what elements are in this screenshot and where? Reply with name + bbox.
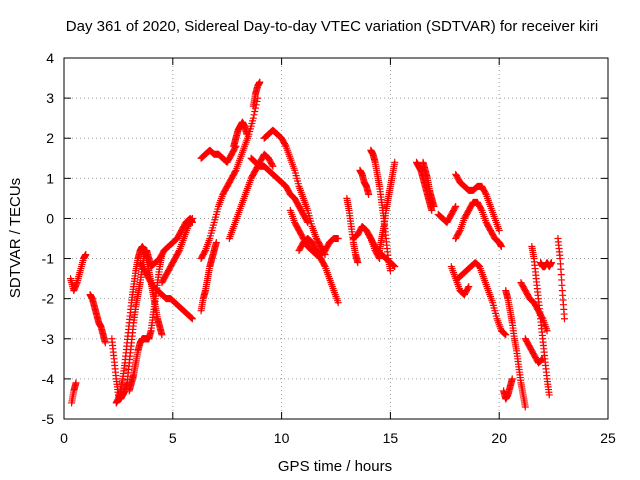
x-tick-label: 5 [169,430,177,446]
data-point [452,202,460,210]
data-point [354,259,362,267]
data-point [256,78,264,86]
data-point [390,262,398,270]
data-point [249,114,257,122]
data-point [386,267,394,275]
x-tick-label: 20 [491,430,507,446]
data-point [428,206,436,214]
x-tick-label: 0 [60,430,68,446]
y-tick-label: 4 [46,50,54,66]
y-axis-label: SDTVAR / TECUs [7,178,24,298]
data-point [521,403,529,411]
data-point [545,391,553,399]
data-point [477,205,485,213]
y-tick-label: -5 [42,411,55,427]
data-point [539,355,547,363]
data-point [389,261,397,269]
data-point [547,259,555,267]
y-tick-label: -2 [42,291,55,307]
data-point [231,168,239,176]
data-point [365,190,373,198]
plot-frame [63,57,609,420]
y-tick-label: -3 [42,331,55,347]
data-point [269,162,277,170]
data-point [187,313,195,321]
y-tick-label: 0 [46,210,54,226]
data-point [537,356,545,364]
data-point [201,248,209,256]
data-point [281,141,289,149]
data-point [72,379,80,387]
data-point [158,331,166,339]
data-point [334,235,342,242]
y-tick-label: -4 [42,371,55,387]
data-point [391,158,399,166]
data-point [175,248,183,256]
data-point [320,261,328,269]
data-point [502,331,510,339]
data-point [465,283,473,291]
data-points [67,78,568,411]
data-point [455,228,463,236]
data-point [481,189,489,197]
data-point [391,263,399,271]
data-point [500,329,508,337]
x-axis-label: GPS time / hours [278,458,392,475]
data-point [501,330,509,338]
chart-title: Day 361 of 2020, Sidereal Day-to-day VTE… [66,18,598,35]
y-tick-label: 2 [46,130,54,146]
data-point [538,356,546,364]
tick-layer: 0 5 10 15 20 25 -5 -4 -3 -2 -1 0 1 2 3 4 [42,50,616,446]
data-point [268,161,276,169]
data-point [212,239,220,247]
data-point [497,243,505,251]
data-point [495,226,503,234]
data-point [543,327,551,335]
data-point [250,111,258,119]
data-point [430,202,438,210]
y-tick-label: 1 [46,170,54,186]
y-tick-label: 3 [46,90,54,106]
x-tick-label: 10 [274,430,290,446]
data-point [82,251,90,259]
y-tick-label: -1 [42,251,55,267]
data-point [560,315,568,323]
data-point [251,107,259,115]
data-point [451,204,459,212]
x-tick-label: 25 [600,430,616,446]
data-point [464,284,472,292]
data-point [508,375,516,383]
data-point [101,339,109,347]
data-point [188,315,196,323]
data-point [243,130,251,138]
data-point [334,299,342,307]
data-point [188,216,196,224]
data-point [188,314,196,322]
x-tick-label: 15 [383,430,399,446]
data-point [188,214,196,222]
